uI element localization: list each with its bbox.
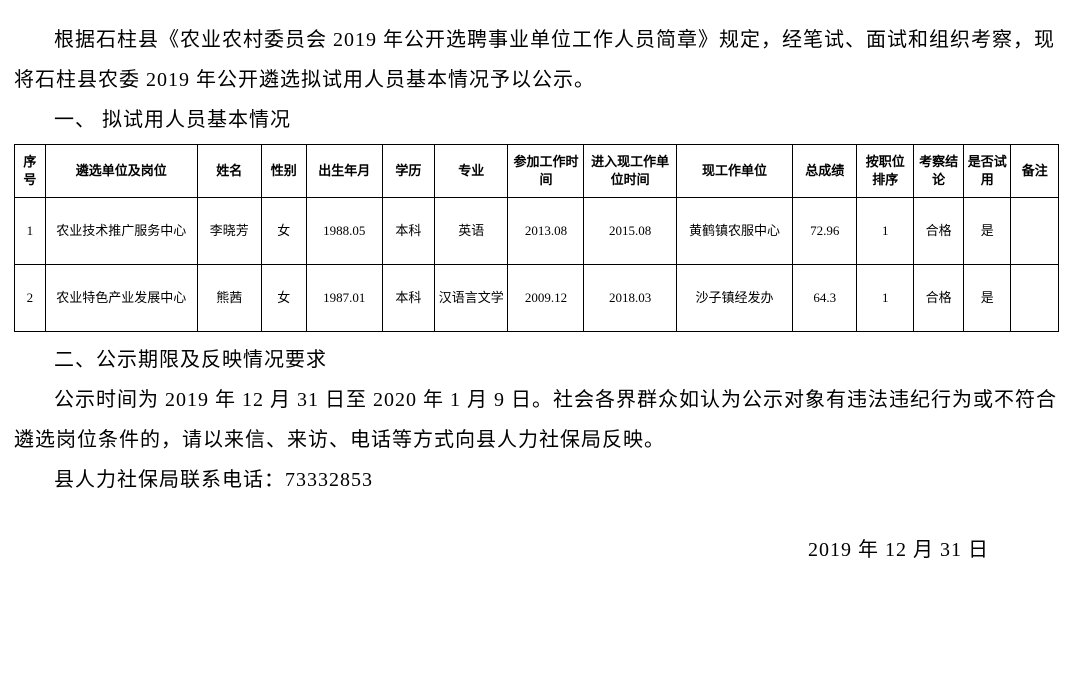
cell-seq: 1 [15, 198, 46, 265]
cell-major: 英语 [434, 198, 508, 265]
cell-birth: 1987.01 [306, 265, 382, 332]
cell-enter-time: 2015.08 [584, 198, 677, 265]
cell-unit: 农业特色产业发展中心 [45, 265, 197, 332]
col-header-enter-time: 进入现工作单位时间 [584, 145, 677, 198]
cell-name: 李晓芳 [197, 198, 261, 265]
contact-paragraph: 县人力社保局联系电话：73332853 [14, 460, 1059, 500]
cell-edu: 本科 [382, 265, 434, 332]
cell-note [1011, 265, 1059, 332]
col-header-seq: 序号 [15, 145, 46, 198]
col-header-work-time: 参加工作时间 [508, 145, 584, 198]
cell-eval: 合格 [914, 198, 964, 265]
cell-eval: 合格 [914, 265, 964, 332]
col-header-unit: 遴选单位及岗位 [45, 145, 197, 198]
col-header-use: 是否试用 [964, 145, 1011, 198]
candidates-table: 序号 遴选单位及岗位 姓名 性别 出生年月 学历 专业 参加工作时间 进入现工作… [14, 144, 1059, 332]
section-2-heading: 二、公示期限及反映情况要求 [14, 340, 1059, 380]
notice-paragraph: 公示时间为 2019 年 12 月 31 日至 2020 年 1 月 9 日。社… [14, 380, 1059, 460]
intro-paragraph: 根据石柱县《农业农村委员会 2019 年公开选聘事业单位工作人员简章》规定，经笔… [14, 20, 1059, 100]
col-header-score: 总成绩 [793, 145, 857, 198]
cell-rank: 1 [857, 198, 914, 265]
cell-work-time: 2013.08 [508, 198, 584, 265]
cell-rank: 1 [857, 265, 914, 332]
cell-unit: 农业技术推广服务中心 [45, 198, 197, 265]
cell-name: 熊茜 [197, 265, 261, 332]
section-1-heading: 一、 拟试用人员基本情况 [14, 100, 1059, 140]
cell-gender: 女 [261, 198, 306, 265]
col-header-note: 备注 [1011, 145, 1059, 198]
col-header-edu: 学历 [382, 145, 434, 198]
col-header-birth: 出生年月 [306, 145, 382, 198]
cell-major: 汉语言文学 [434, 265, 508, 332]
cell-cur-unit: 沙子镇经发办 [676, 265, 792, 332]
col-header-gender: 性别 [261, 145, 306, 198]
table-row: 2 农业特色产业发展中心 熊茜 女 1987.01 本科 汉语言文学 2009.… [15, 265, 1059, 332]
col-header-major: 专业 [434, 145, 508, 198]
cell-cur-unit: 黄鹤镇农服中心 [676, 198, 792, 265]
col-header-cur-unit: 现工作单位 [676, 145, 792, 198]
cell-edu: 本科 [382, 198, 434, 265]
cell-note [1011, 198, 1059, 265]
cell-enter-time: 2018.03 [584, 265, 677, 332]
col-header-eval: 考察结论 [914, 145, 964, 198]
cell-score: 64.3 [793, 265, 857, 332]
cell-seq: 2 [15, 265, 46, 332]
table-body: 1 农业技术推广服务中心 李晓芳 女 1988.05 本科 英语 2013.08… [15, 198, 1059, 332]
cell-use: 是 [964, 198, 1011, 265]
cell-use: 是 [964, 265, 1011, 332]
col-header-name: 姓名 [197, 145, 261, 198]
col-header-rank: 按职位排序 [857, 145, 914, 198]
table-row: 1 农业技术推广服务中心 李晓芳 女 1988.05 本科 英语 2013.08… [15, 198, 1059, 265]
cell-score: 72.96 [793, 198, 857, 265]
date-line: 2019 年 12 月 31 日 [14, 530, 1059, 570]
cell-birth: 1988.05 [306, 198, 382, 265]
cell-gender: 女 [261, 265, 306, 332]
cell-work-time: 2009.12 [508, 265, 584, 332]
table-header-row: 序号 遴选单位及岗位 姓名 性别 出生年月 学历 专业 参加工作时间 进入现工作… [15, 145, 1059, 198]
